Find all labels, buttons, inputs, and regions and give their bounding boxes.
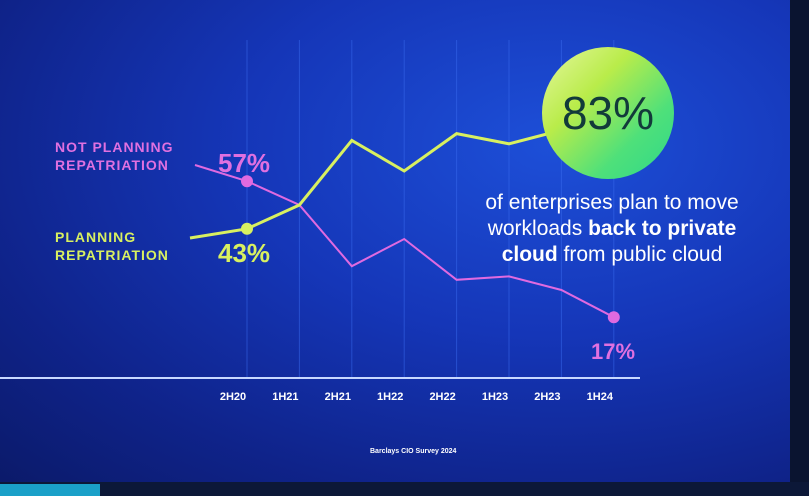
data-point [607,311,620,324]
x-tick-label: 2H21 [325,391,351,403]
source-note: Barclays CIO Survey 2024 [370,448,457,455]
legend-not-planning: NOT PLANNING REPATRIATION [55,139,174,173]
series-line-planning [189,91,615,240]
label-not-planning-end: 17% [591,339,636,364]
callout-text-2: from public cloud [557,243,723,266]
callout-text: of enterprises plan to move workloads ba… [462,190,762,268]
x-tick-label: 1H24 [587,391,614,403]
x-tick-label: 1H23 [482,391,508,403]
label-planning-start: 43% [218,238,271,268]
callout-text-bold: back to private cloud [501,217,737,266]
label-not-planning-start: 57% [218,148,271,178]
legend-planning: PLANNING REPATRIATION [55,229,169,263]
x-tick-label: 1H21 [272,391,298,403]
data-point [241,175,253,188]
series-line-not-planning [194,164,615,319]
callout-value: 83% [561,87,655,139]
x-tick-label: 1H22 [377,391,403,403]
callout-text-1: of enterprises plan to move workloads [485,191,739,240]
callout-circle: 83% [542,47,674,179]
x-tick-label: 2H23 [534,391,560,403]
x-tick-label: 2H20 [220,391,246,403]
screen-bezel [0,482,809,496]
data-point [241,222,253,235]
bezel-accent [0,484,100,496]
x-tick-label: 2H22 [429,391,455,403]
